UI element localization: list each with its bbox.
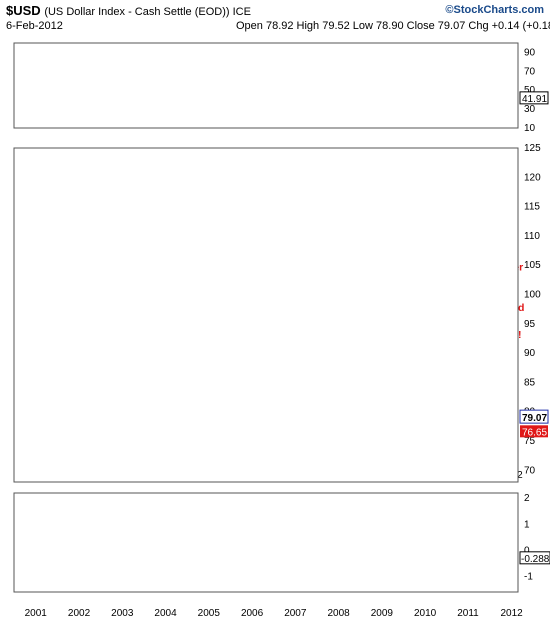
bottom-year-label: 2012 [501,608,524,619]
rsi-tick-label: 10 [524,123,536,134]
bottom-year-label: 2005 [198,608,221,619]
price-tick-label: 90 [524,348,536,359]
macd-tick-label: -1 [524,571,533,582]
rsi-tick-label: 70 [524,66,536,77]
bottom-year-label: 2010 [414,608,437,619]
bottom-year-label: 2011 [457,608,479,619]
price-tick-label: 120 [524,172,541,183]
macd-last-value-box [519,551,550,565]
macd-tick-label: 2 [524,493,530,504]
bottom-year-label: 2007 [284,608,307,619]
bottom-year-label: 2004 [154,608,177,619]
price-last-value-label: 79.07 [522,413,547,424]
price-tick-label: 100 [524,289,541,300]
price-last-value-box [519,409,549,424]
rsi-tick-label: 50 [524,85,536,96]
macd-tick-label: 0 [524,545,530,556]
bottom-year-label: 2008 [327,608,350,619]
price-tick-label: 110 [524,231,540,242]
brand-logo: ©StockCharts.com [445,4,544,16]
bottom-year-label: 2003 [111,608,134,619]
price-panel-frame [13,147,519,483]
price-tick-label: 70 [524,465,536,476]
price-tick-label: 95 [524,319,536,330]
rsi-last-value-box [519,91,549,105]
bottom-year-label: 2009 [371,608,394,619]
rsi-panel-frame [13,42,519,129]
bottom-year-label: 2006 [241,608,264,619]
ma200-last-value-label: 76.65 [522,427,547,438]
price-tick-label: 85 [524,377,536,388]
price-tick-label: 115 [524,202,540,213]
quote-summary: Open 78.92 High 79.52 Low 78.90 Close 79… [236,20,550,32]
price-tick-label: 125 [524,143,541,154]
rsi-last-value-label: 41.91 [522,94,547,105]
rsi-tick-label: 30 [524,104,536,115]
macd-panel-frame [13,492,519,593]
macd-last-value-label: -0.288 [521,554,550,565]
bottom-year-label: 2001 [25,608,48,619]
symbol-title: $USD (US Dollar Index - Cash Settle (EOD… [6,3,251,18]
bottom-year-label: 2002 [68,608,91,619]
macd-tick-label: 1 [524,519,530,530]
price-tick-label: 105 [524,260,541,271]
quote-date: 6-Feb-2012 [6,20,63,32]
symbol-description: (US Dollar Index - Cash Settle (EOD)) IC… [44,6,251,18]
price-tick-label: 75 [524,436,536,447]
ma200-last-value-box [520,425,548,438]
rsi-tick-label: 90 [524,47,536,58]
